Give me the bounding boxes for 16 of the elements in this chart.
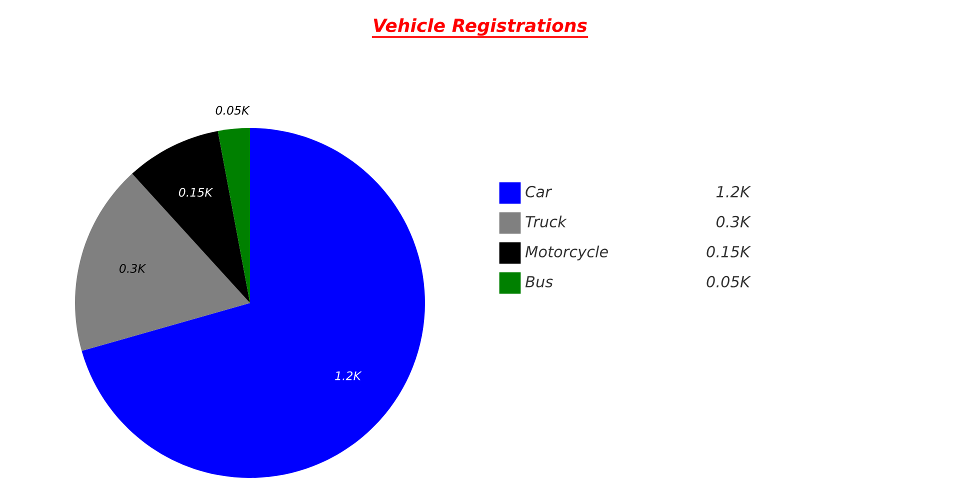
- legend-label: Motorcycle: [525, 246, 608, 260]
- data-label: 0.15K: [178, 188, 214, 197]
- data-label: 0.3K: [120, 264, 146, 273]
- text: 0.05K: [706, 276, 752, 288]
- legend-label: Bus: [525, 276, 553, 288]
- data-label: 0.05K: [216, 106, 250, 115]
- legend-label: Car: [526, 186, 552, 198]
- pie-slice: [82, 128, 425, 478]
- legend-label: Truck: [526, 216, 567, 228]
- text: 0.15K: [706, 246, 752, 258]
- pie-slice: [75, 174, 250, 351]
- chart-title: Vehicle Registrations: [374, 18, 587, 36]
- pie-slice: [218, 128, 250, 303]
- text: 0.3K: [716, 216, 752, 228]
- text: 1.2K: [716, 186, 752, 198]
- data-label: 1.2K: [335, 371, 362, 380]
